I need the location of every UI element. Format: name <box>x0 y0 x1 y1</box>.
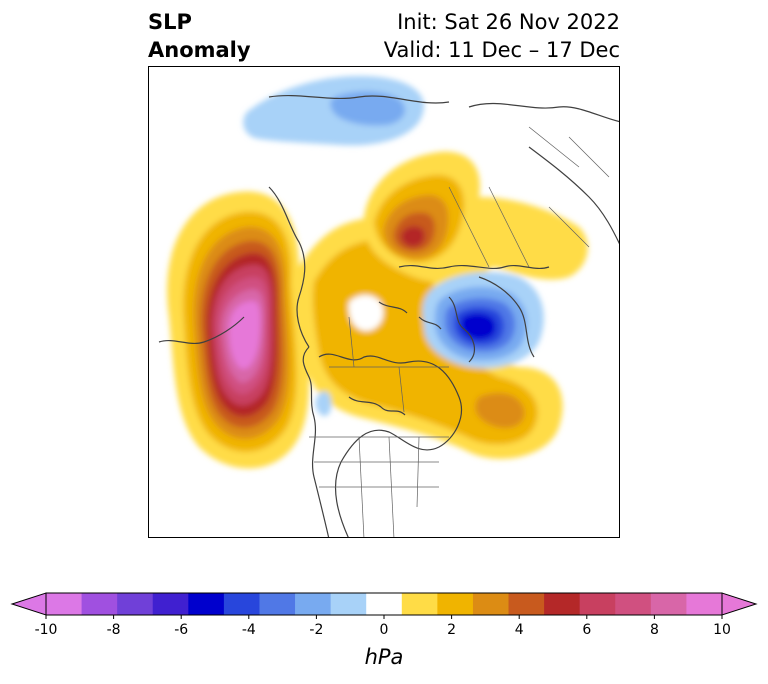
colorbar-swatch <box>472 593 510 615</box>
colorbar-swatch <box>46 593 83 615</box>
anomaly-field <box>167 76 588 469</box>
colorbar-swatch <box>223 593 260 615</box>
colorbar-swatch <box>508 593 545 615</box>
colorbar-extend-max <box>721 592 758 616</box>
colorbar-tick-label: 4 <box>515 622 524 638</box>
colorbar-extend-min <box>10 592 47 616</box>
colorbar-swatch <box>686 593 723 615</box>
anomaly-map <box>148 66 620 538</box>
colorbar-swatch <box>259 593 296 615</box>
colorbar-tick-label: -4 <box>242 622 256 638</box>
colorbar: -10 -8 -6 -4 -2 0 2 4 6 8 10 <box>10 592 758 638</box>
colorbar-swatch <box>81 593 118 615</box>
colorbar-tick-label: -6 <box>174 622 188 638</box>
neutral-anomaly-pole <box>348 294 384 331</box>
colorbar-unit-label: hPa <box>364 645 404 669</box>
colorbar-tick-label: -8 <box>107 622 121 638</box>
negative-anomaly-europe <box>422 272 544 369</box>
colorbar-tick-label: 10 <box>713 622 731 638</box>
colorbar-swatch <box>615 593 652 615</box>
colorbar-swatch <box>117 593 154 615</box>
colorbar-swatch <box>366 593 403 615</box>
colorbar-swatch <box>401 593 438 615</box>
colorbar-tick-label: 2 <box>447 622 456 638</box>
negative-anomaly-hudson <box>315 391 332 417</box>
colorbar-swatch <box>295 593 332 615</box>
init-date-label: Init: Sat 26 Nov 2022 <box>397 10 620 34</box>
colorbar-tick-label: 6 <box>582 622 591 638</box>
borders <box>309 126 610 537</box>
map-svg <box>158 76 619 537</box>
colorbar-tick-label: 8 <box>650 622 659 638</box>
coastlines <box>158 94 619 537</box>
colorbar-tick-label: -10 <box>35 622 58 638</box>
colorbar-swatch <box>579 593 616 615</box>
colorbar-swatch <box>437 593 474 615</box>
chart-title-left: SLP Anomaly <box>148 8 251 64</box>
colorbar-tick-label: 0 <box>380 622 389 638</box>
positive-anomaly-pacific <box>167 191 310 469</box>
colorbar-swatch <box>544 593 581 615</box>
colorbar-swatch <box>650 593 687 615</box>
colorbar-swatch <box>188 593 225 615</box>
colorbar-swatch <box>152 593 189 615</box>
positive-anomaly-siberia <box>363 151 588 283</box>
negative-anomaly-siberia-east <box>243 76 425 146</box>
title-line-1: SLP <box>148 10 192 34</box>
valid-date-label: Valid: 11 Dec – 17 Dec <box>383 38 620 62</box>
colorbar-swatch <box>330 593 367 615</box>
colorbar-tick-label: -2 <box>309 622 323 638</box>
chart-title-right: Init: Sat 26 Nov 2022 Valid: 11 Dec – 17… <box>384 8 620 64</box>
title-line-2: Anomaly <box>148 38 251 62</box>
